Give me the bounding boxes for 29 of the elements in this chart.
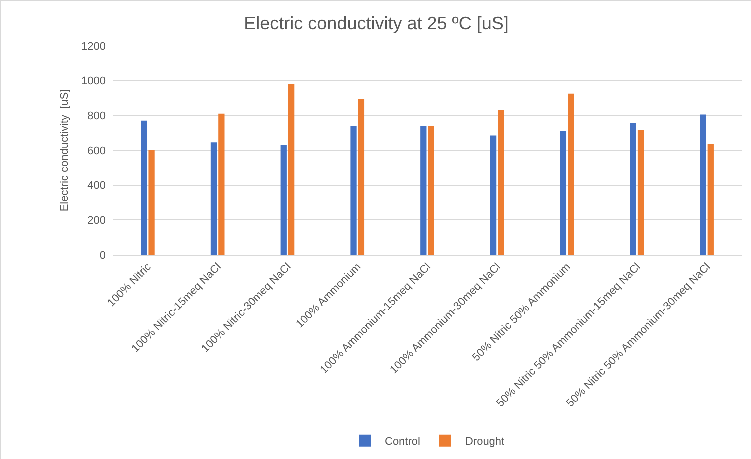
legend-label: Control xyxy=(385,436,420,448)
bar xyxy=(638,130,644,255)
chart-title: Electric conductivity at 25 ºC [uS] xyxy=(244,14,509,34)
bar xyxy=(700,114,706,255)
y-tick-label: 200 xyxy=(88,215,106,228)
bar xyxy=(218,114,225,255)
bar xyxy=(141,120,148,255)
bar xyxy=(428,126,434,255)
y-tick-label: 600 xyxy=(88,145,106,158)
y-tick-label: 1000 xyxy=(82,76,106,88)
legend-label: Drought xyxy=(465,436,505,448)
y-tick-label: 800 xyxy=(88,110,106,123)
bar xyxy=(350,126,357,255)
y-axis-title: Electric conductivity [uS] xyxy=(59,89,72,212)
bar xyxy=(280,145,287,255)
y-tick-label: 1200 xyxy=(82,40,106,53)
bar xyxy=(568,94,574,255)
bar xyxy=(288,84,295,255)
bar xyxy=(630,124,636,255)
y-tick-label: 400 xyxy=(88,180,106,192)
bar xyxy=(210,142,218,255)
bar xyxy=(560,131,567,255)
bar xyxy=(358,99,365,255)
bar xyxy=(490,136,497,255)
bar xyxy=(498,110,504,255)
bar xyxy=(420,126,427,255)
y-tick-label: 0 xyxy=(100,250,106,262)
bar xyxy=(148,150,155,255)
bar xyxy=(708,144,714,255)
